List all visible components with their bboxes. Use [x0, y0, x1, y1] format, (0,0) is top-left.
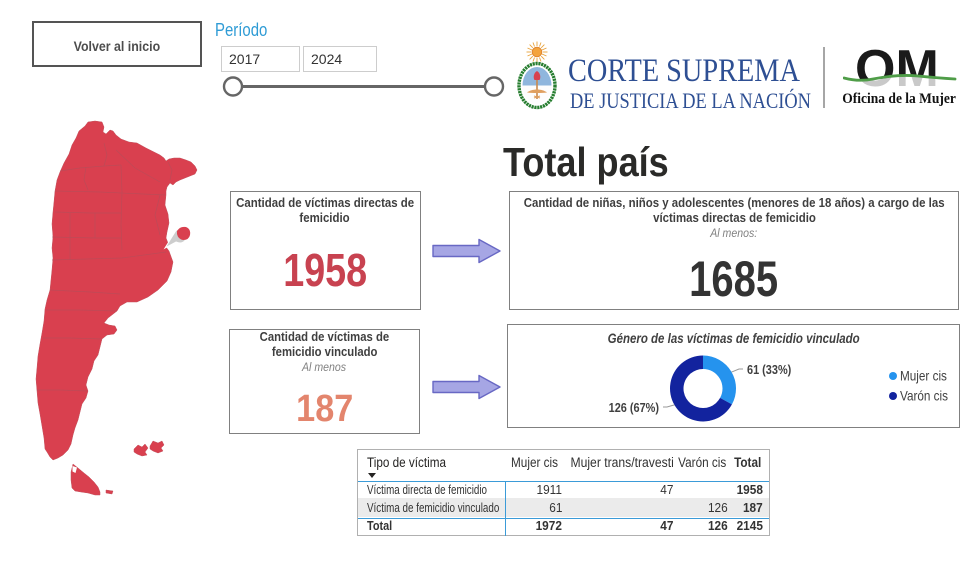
svg-text:Varón cis: Varón cis — [900, 389, 948, 404]
svg-text:Mujer cis: Mujer cis — [900, 369, 947, 384]
svg-text:61 (33%): 61 (33%) — [747, 362, 791, 377]
svg-text:126 (67%): 126 (67%) — [609, 400, 659, 415]
